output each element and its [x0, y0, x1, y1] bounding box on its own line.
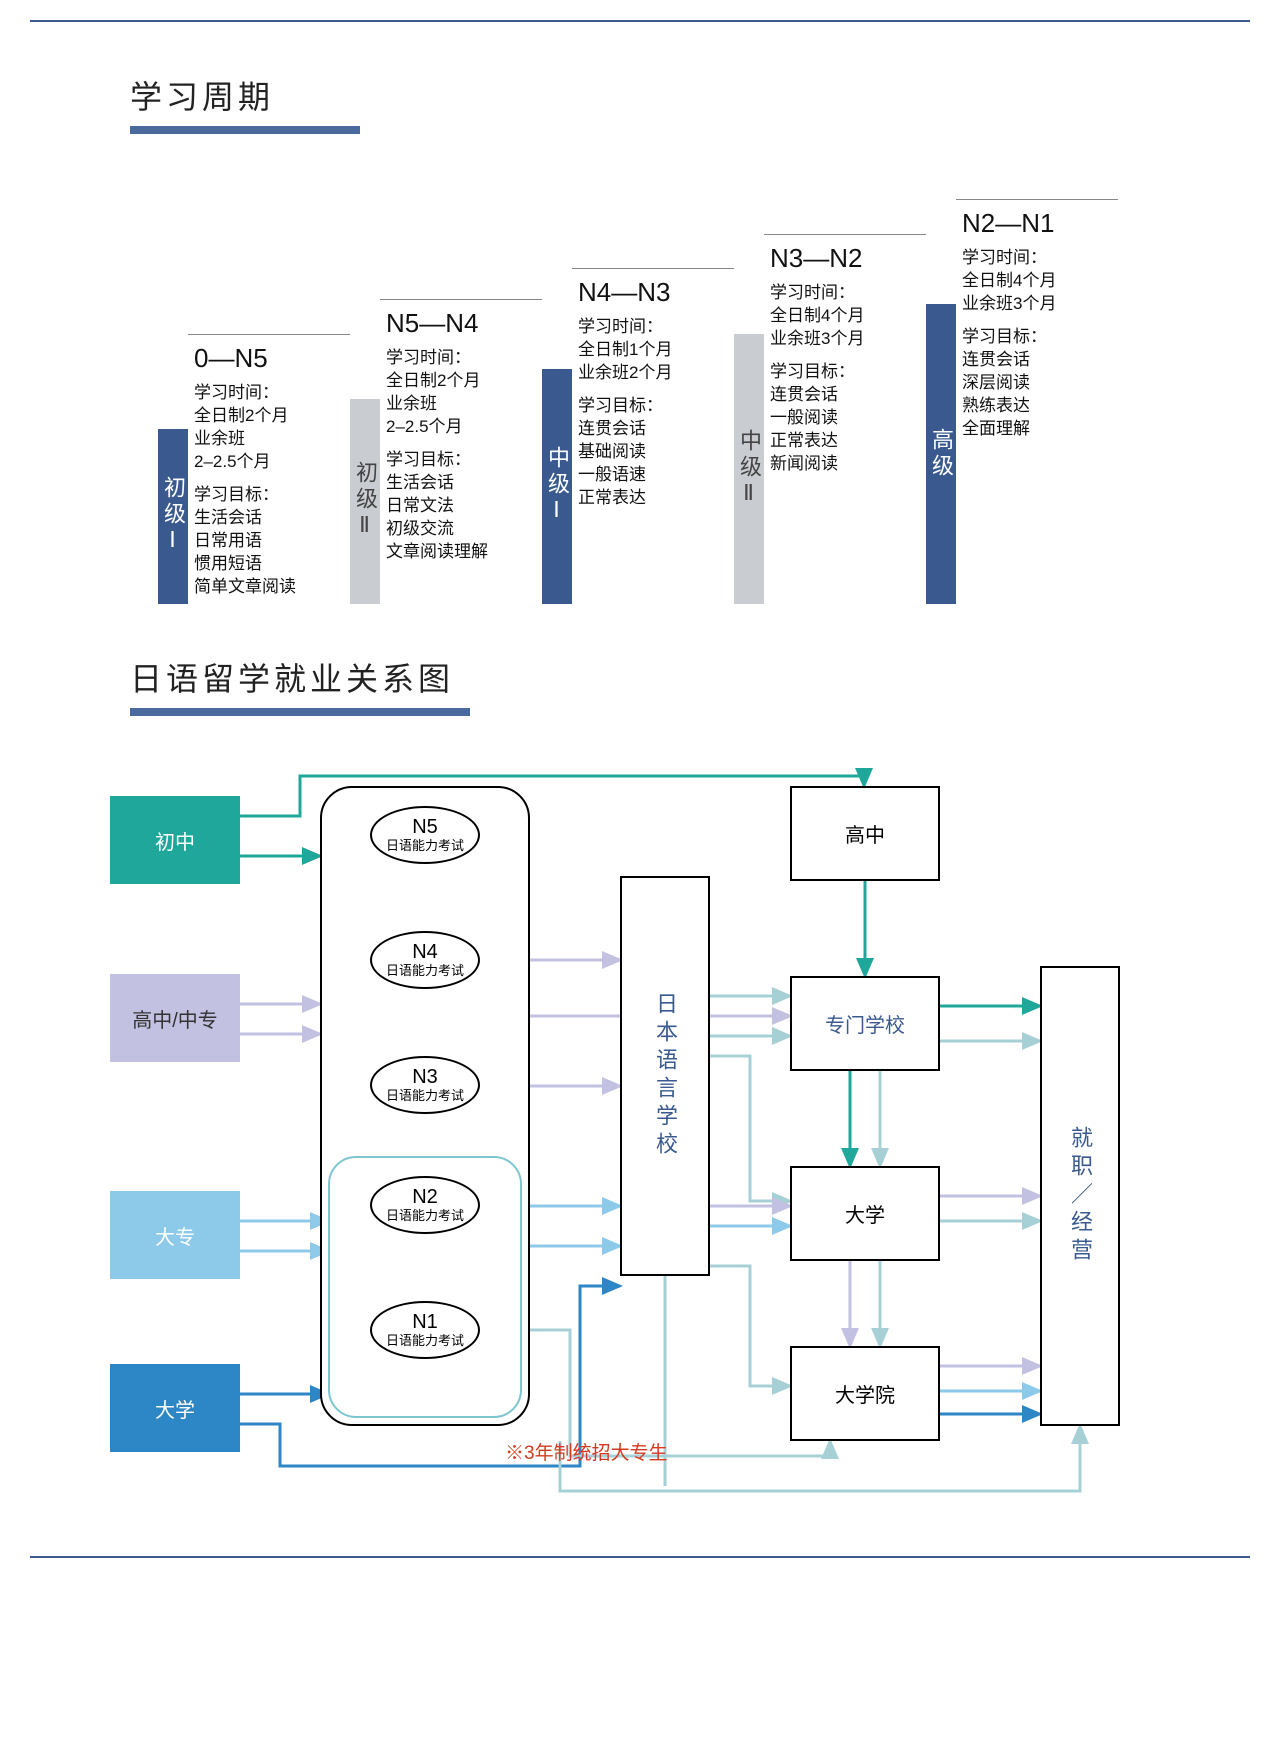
footnote: ※3年制统招大专生: [505, 1438, 668, 1465]
study-step-4: 高级 N2—N1 学习时间：全日制4个月业余班3个月学习目标：连贯会话深层阅读熟练表…: [926, 199, 1118, 604]
jlpt-n3: N3日语能力考试: [370, 1056, 480, 1114]
target-grad: 大学院: [790, 1346, 940, 1441]
jlpt-n4: N4日语能力考试: [370, 931, 480, 989]
study-step-level: N3—N2: [770, 241, 920, 276]
study-step-time: 学习时间：全日制2个月业余班2–2.5个月: [386, 347, 536, 439]
study-step-bar: 初级Ⅰ: [158, 429, 188, 604]
top-rule: [30, 20, 1250, 22]
study-step-goal: 学习目标：连贯会话一般阅读正常表达新闻阅读: [770, 361, 920, 476]
target-hs: 高中: [790, 786, 940, 881]
jlpt-n1: N1日语能力考试: [370, 1301, 480, 1359]
study-step-time: 学习时间：全日制1个月业余班2个月: [578, 316, 728, 385]
study-step-goal: 学习目标：生活会话日常文法初级交流文章阅读理解: [386, 449, 536, 564]
study-abroad-flowchart: 初中高中/中专大专大学N5日语能力考试N4日语能力考试N3日语能力考试N2日语能…: [110, 746, 1170, 1526]
study-step-2: 中级Ⅰ N4—N3 学习时间：全日制1个月业余班2个月学习目标：连贯会话基础阅读一般…: [542, 268, 734, 604]
study-step-level: N5—N4: [386, 306, 536, 341]
section2-title: 日语留学就业关系图: [130, 654, 1280, 700]
study-step-bar: 初级Ⅱ: [350, 399, 380, 604]
study-step-bar: 高级: [926, 304, 956, 604]
language-school: 日本语言学校: [620, 876, 710, 1276]
study-step-bar: 中级Ⅱ: [734, 334, 764, 604]
source-junior: 初中: [110, 796, 240, 884]
source-univ: 大学: [110, 1364, 240, 1452]
source-senior: 高中/中专: [110, 974, 240, 1062]
study-step-3: 中级Ⅱ N3—N2 学习时间：全日制4个月业余班3个月学习目标：连贯会话一般阅读正常…: [734, 234, 926, 604]
section1-underline: [130, 126, 360, 134]
study-cycle-chart: 初级Ⅰ0—N5学习时间：全日制2个月业余班2–2.5个月学习目标：生活会话日常用…: [128, 164, 1160, 604]
study-step-goal: 学习目标：生活会话日常用语惯用短语简单文章阅读: [194, 484, 344, 599]
study-step-time: 学习时间：全日制2个月业余班2–2.5个月: [194, 382, 344, 474]
section1-title: 学习周期: [130, 72, 1280, 118]
study-step-level: N2—N1: [962, 206, 1112, 241]
study-step-goal: 学习目标：连贯会话深层阅读熟练表达全面理解: [962, 326, 1112, 441]
study-step-1: 初级Ⅱ N5—N4 学习时间：全日制2个月业余班2–2.5个月学习目标：生活会话日常…: [350, 299, 542, 604]
study-step-body: N4—N3 学习时间：全日制1个月业余班2个月学习目标：连贯会话基础阅读一般语速正…: [572, 268, 734, 604]
study-step-body: 0—N5 学习时间：全日制2个月业余班2–2.5个月学习目标：生活会话日常用语惯用…: [188, 334, 350, 604]
study-step-0: 初级Ⅰ 0—N5 学习时间：全日制2个月业余班2–2.5个月学习目标：生活会话日常用…: [158, 334, 350, 604]
study-step-goal: 学习目标：连贯会话基础阅读一般语速正常表达: [578, 395, 728, 510]
jlpt-n2: N2日语能力考试: [370, 1176, 480, 1234]
study-step-bar: 中级Ⅰ: [542, 369, 572, 604]
study-step-body: N5—N4 学习时间：全日制2个月业余班2–2.5个月学习目标：生活会话日常文法初…: [380, 299, 542, 604]
study-step-time: 学习时间：全日制4个月业余班3个月: [962, 247, 1112, 316]
study-step-body: N2—N1 学习时间：全日制4个月业余班3个月学习目标：连贯会话深层阅读熟练表达全…: [956, 199, 1118, 604]
target-spec: 专门学校: [790, 976, 940, 1071]
bottom-rule: [30, 1556, 1250, 1558]
target-tuniv: 大学: [790, 1166, 940, 1261]
study-step-time: 学习时间：全日制4个月业余班3个月: [770, 282, 920, 351]
jlpt-n5: N5日语能力考试: [370, 806, 480, 864]
final-employment: 就职／经营: [1040, 966, 1120, 1426]
study-step-level: 0—N5: [194, 341, 344, 376]
source-college: 大专: [110, 1191, 240, 1279]
study-step-body: N3—N2 学习时间：全日制4个月业余班3个月学习目标：连贯会话一般阅读正常表达新…: [764, 234, 926, 604]
section2-underline: [130, 708, 470, 716]
study-step-level: N4—N3: [578, 275, 728, 310]
